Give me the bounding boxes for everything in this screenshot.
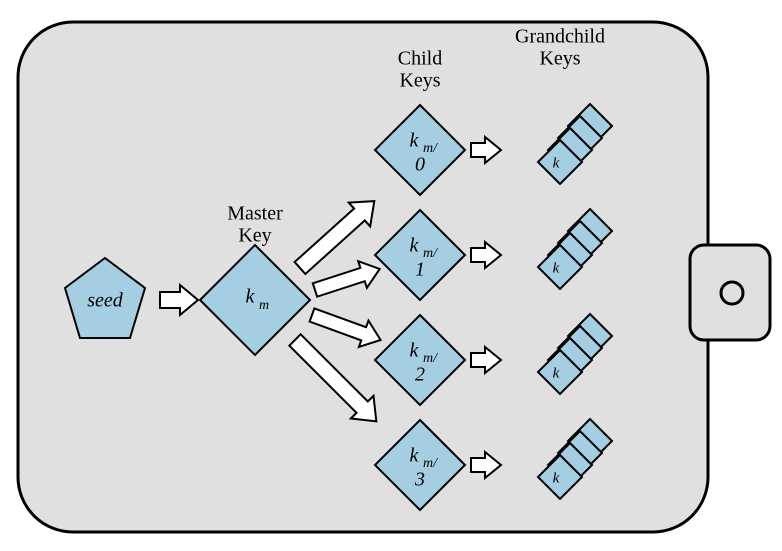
child-key-label: k: [410, 130, 420, 152]
grandchild-key-label: k: [553, 260, 560, 276]
child-key-index: 3: [414, 469, 425, 491]
child-keys-header: Child Keys: [398, 48, 442, 92]
grandchild-key-label: k: [553, 365, 560, 381]
child-key-index: 1: [415, 259, 425, 281]
child-key-index: 2: [415, 364, 425, 386]
child-key-index: 0: [415, 154, 425, 176]
child-key-label: k: [410, 340, 420, 362]
grandchild-key-label: k: [553, 470, 560, 486]
svg-text:m: m: [259, 298, 269, 313]
hd-wallet-diagram: Master Key Child Keys Grandchild Keys se…: [0, 0, 782, 551]
child-key-label: k: [410, 445, 420, 467]
svg-text:Keys: Keys: [539, 48, 580, 70]
child-key-label: k: [410, 235, 420, 257]
child-key-sub: m/: [423, 141, 438, 156]
svg-text:Master: Master: [227, 203, 283, 225]
svg-text:Keys: Keys: [399, 70, 440, 92]
svg-text:seed: seed: [87, 290, 124, 312]
child-key-sub: m/: [423, 246, 438, 261]
grandchild-key-label: k: [553, 155, 560, 171]
svg-text:Key: Key: [238, 225, 271, 247]
svg-text:k: k: [246, 286, 256, 308]
child-key-sub: m/: [423, 456, 438, 471]
svg-text:Grandchild: Grandchild: [515, 26, 605, 48]
child-key-sub: m/: [423, 351, 438, 366]
svg-text:Child: Child: [398, 48, 442, 70]
